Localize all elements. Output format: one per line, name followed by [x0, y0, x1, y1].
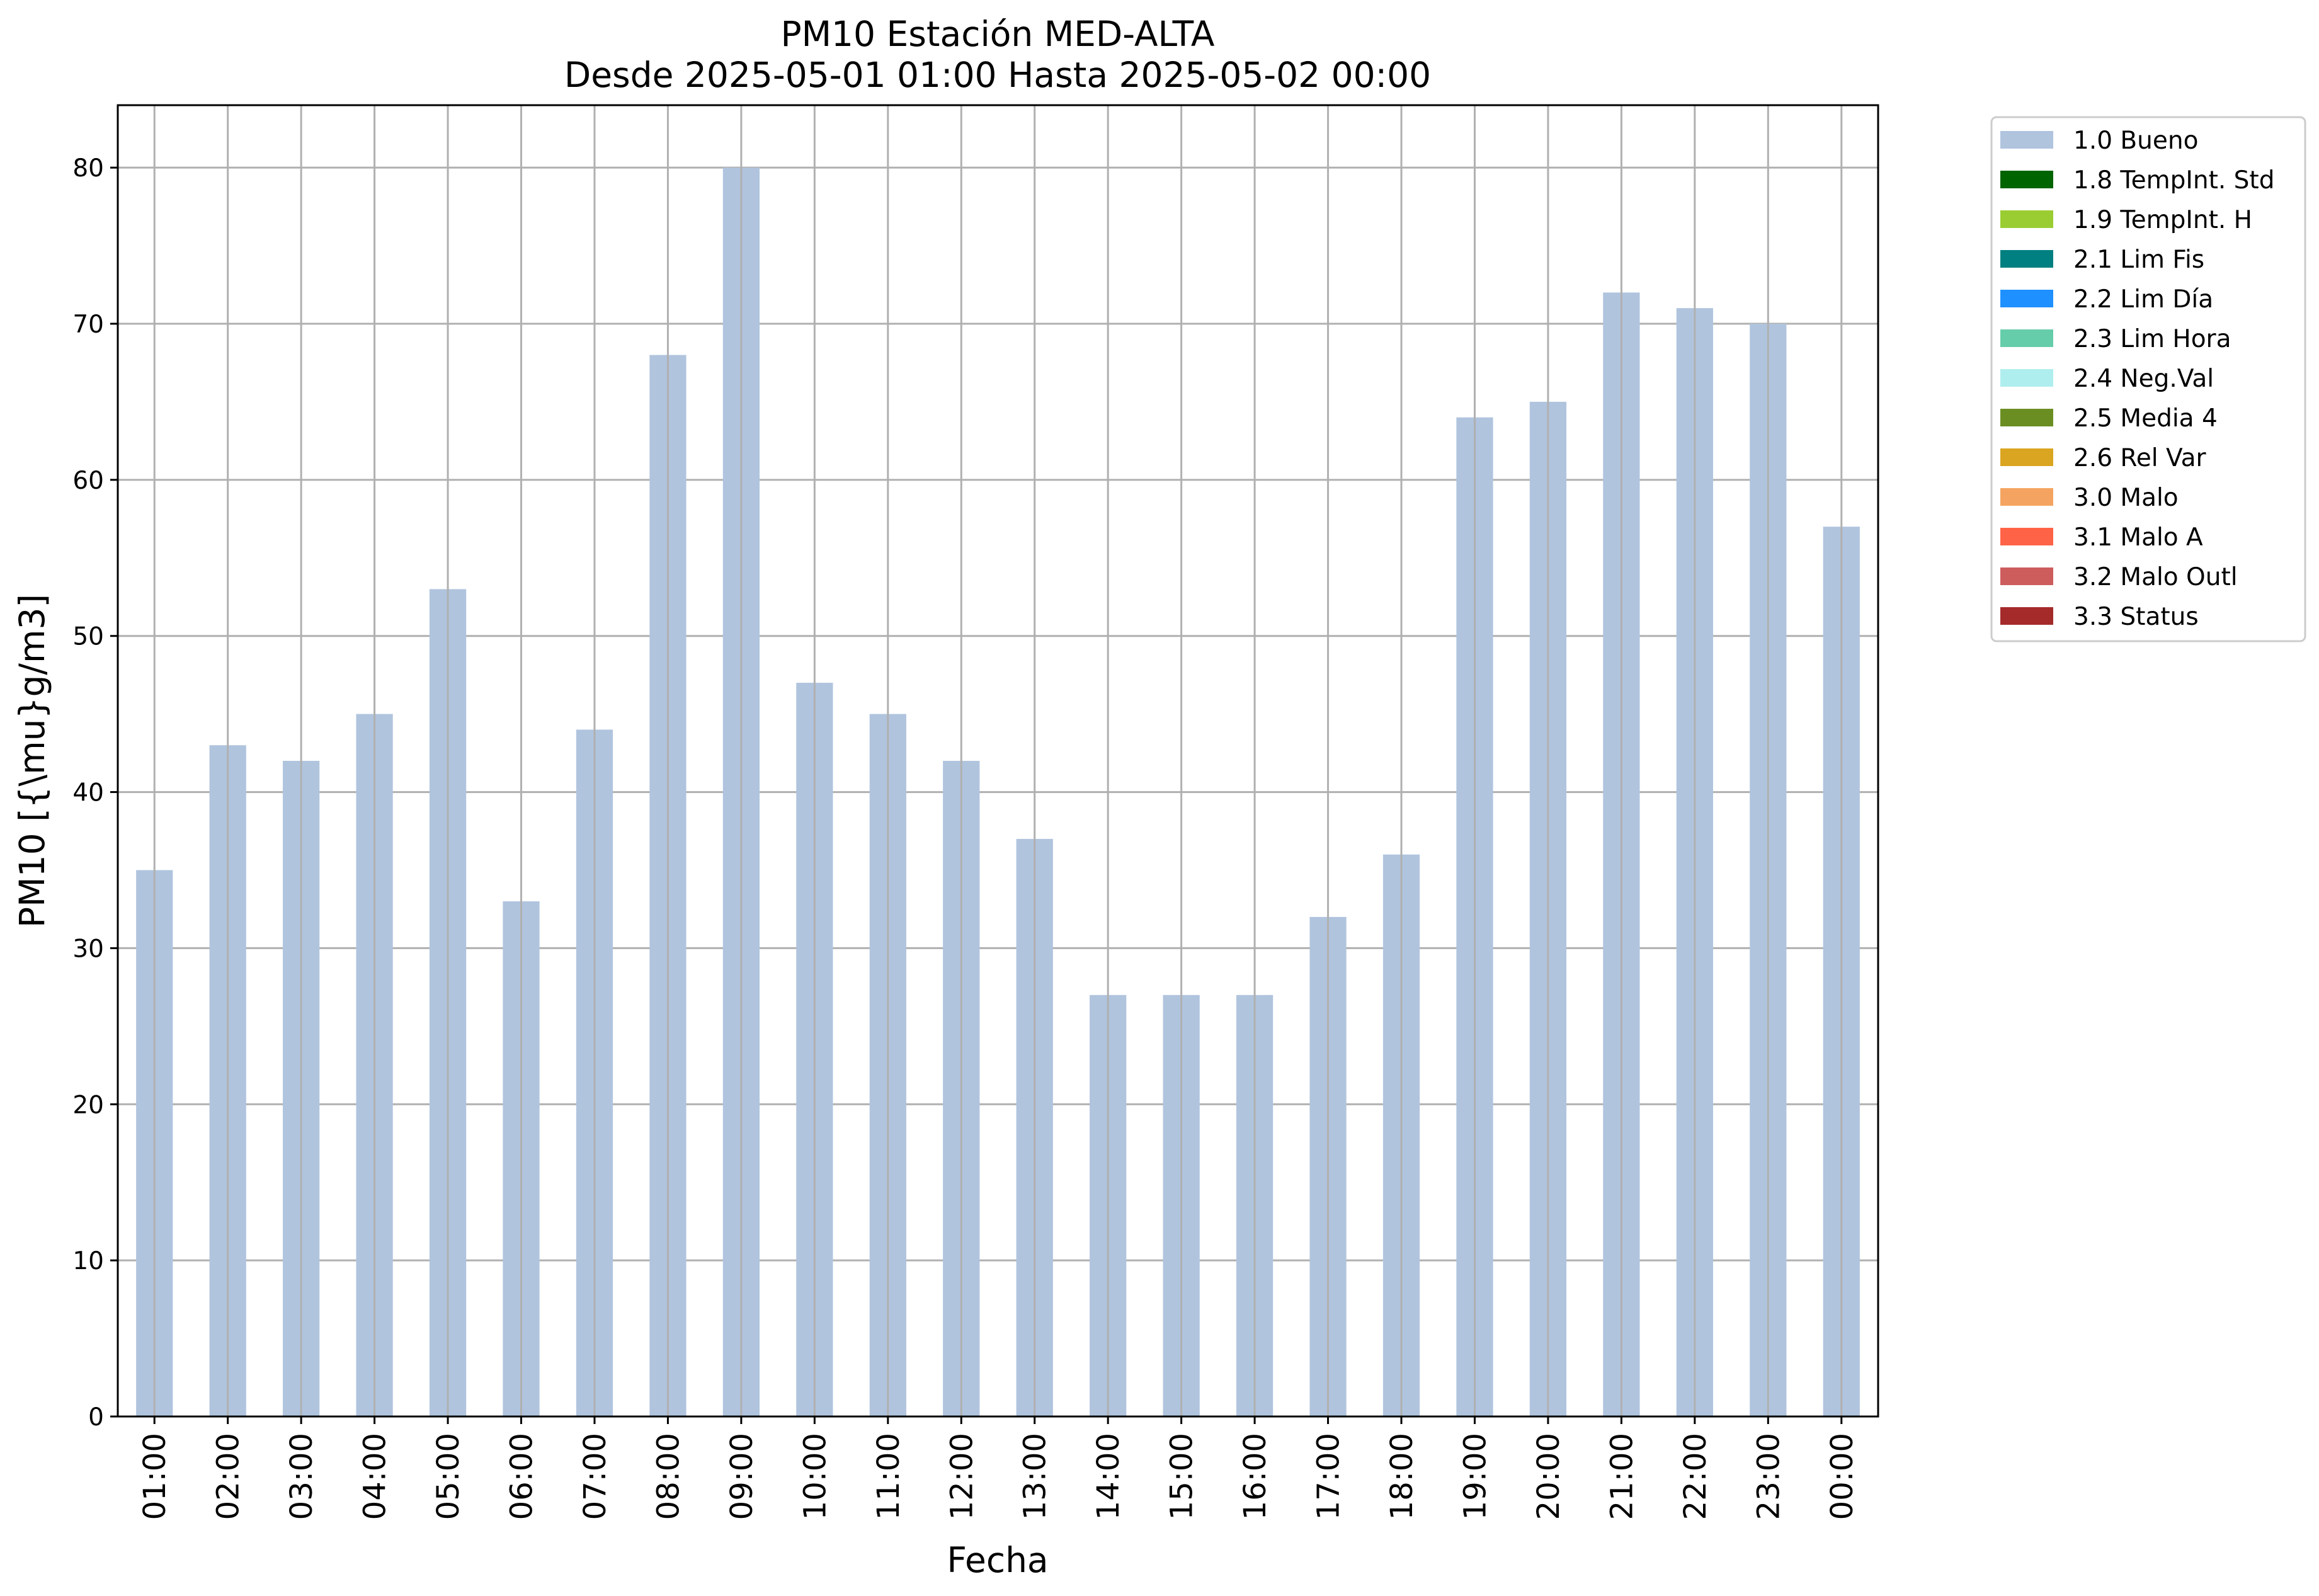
x-tick-label: 08:00: [651, 1433, 686, 1520]
y-tick-label: 20: [72, 1091, 104, 1119]
x-tick-label: 21:00: [1604, 1433, 1639, 1520]
x-tick-label: 05:00: [431, 1433, 466, 1520]
legend-swatch: [2000, 409, 2053, 426]
grid-lines: [118, 166, 1878, 1418]
y-tick-label: 50: [72, 623, 104, 651]
x-tick-label: 00:00: [1825, 1433, 1860, 1520]
x-tick-label: 07:00: [578, 1433, 613, 1520]
x-axis-ticks: 01:00 02:00 03:00 04:00 05:00 06:00 07:00 08:00…: [137, 1416, 1860, 1520]
x-tick-label: 18:00: [1384, 1433, 1420, 1520]
y-axis-label: PM10 [{\mu}g/m3]: [12, 594, 52, 928]
x-axis-label: Fecha: [947, 1540, 1048, 1580]
legend-label: 2.5 Media 4: [2073, 404, 2218, 433]
legend-label: 3.3 Status: [2073, 603, 2199, 631]
legend-swatch: [2000, 131, 2053, 149]
x-tick-label: 02:00: [211, 1433, 246, 1520]
chart-subtitle: Desde 2025-05-01 01:00 Hasta 2025-05-02 …: [564, 55, 1431, 95]
x-tick-label: 13:00: [1018, 1433, 1053, 1520]
legend-label: 1.8 TempInt. Std: [2073, 166, 2274, 195]
legend-label: 2.1 Lim Fis: [2073, 246, 2204, 274]
legend-swatch: [2000, 369, 2053, 387]
legend-swatch: [2000, 528, 2053, 545]
y-tick-label: 0: [88, 1403, 104, 1432]
legend-label: 2.4 Neg.Val: [2073, 365, 2214, 393]
legend-swatch: [2000, 329, 2053, 347]
legend-label: 2.2 Lim Día: [2073, 285, 2213, 314]
y-tick-label: 10: [72, 1247, 104, 1275]
x-tick-label: 03:00: [284, 1433, 319, 1520]
legend-label: 2.6 Rel Var: [2073, 444, 2207, 472]
legend-swatch: [2000, 171, 2053, 188]
legend-swatch: [2000, 290, 2053, 307]
legend-swatch: [2000, 488, 2053, 506]
legend-swatch: [2000, 250, 2053, 268]
x-tick-label: 22:00: [1678, 1433, 1713, 1520]
y-tick-label: 30: [72, 935, 104, 963]
plot-frame: [117, 104, 1879, 1418]
legend-label: 2.3 Lim Hora: [2073, 325, 2231, 353]
legend-swatch: [2000, 607, 2053, 625]
y-tick-label: 70: [72, 311, 104, 339]
legend-swatch: [2000, 448, 2053, 466]
x-tick-label: 11:00: [871, 1433, 906, 1520]
legend-label: 3.1 Malo A: [2073, 523, 2203, 552]
x-tick-label: 09:00: [724, 1433, 760, 1520]
x-tick-label: 20:00: [1531, 1433, 1566, 1520]
x-tick-label: 16:00: [1238, 1433, 1273, 1520]
chart-title: PM10 Estación MED-ALTA: [780, 14, 1214, 54]
x-tick-label: 17:00: [1311, 1433, 1347, 1520]
x-tick-label: 01:00: [137, 1433, 173, 1520]
y-tick-label: 40: [72, 779, 104, 807]
legend-items: 1.0 Bueno 1.8 TempInt. Std 1.9 TempInt. H 2…: [2000, 127, 2274, 631]
y-tick-label: 60: [72, 467, 104, 495]
x-tick-label: 23:00: [1751, 1433, 1786, 1520]
legend-label: 1.9 TempInt. H: [2073, 206, 2252, 234]
legend-label: 3.0 Malo: [2073, 484, 2179, 512]
x-tick-label: 15:00: [1165, 1433, 1200, 1520]
x-tick-label: 06:00: [504, 1433, 540, 1520]
vertical-grid-lines: [153, 105, 1843, 1416]
x-tick-label: 10:00: [797, 1433, 833, 1520]
x-tick-label: 19:00: [1457, 1433, 1493, 1520]
x-tick-label: 12:00: [944, 1433, 979, 1520]
legend-frame: [1990, 116, 2306, 642]
x-tick-label: 14:00: [1091, 1433, 1126, 1520]
legend-label: 1.0 Bueno: [2073, 127, 2198, 155]
legend-label: 3.2 Malo Outl: [2073, 563, 2238, 591]
legend-swatch: [2000, 567, 2053, 585]
legend: 1.0 Bueno 1.8 TempInt. Std 1.9 TempInt. H 2…: [1990, 116, 2306, 642]
y-axis-ticks: 0 10 20 30 40 50 60 70 80: [72, 154, 118, 1432]
x-tick-label: 04:00: [358, 1433, 393, 1520]
legend-swatch: [2000, 210, 2053, 228]
y-tick-label: 80: [72, 154, 104, 183]
